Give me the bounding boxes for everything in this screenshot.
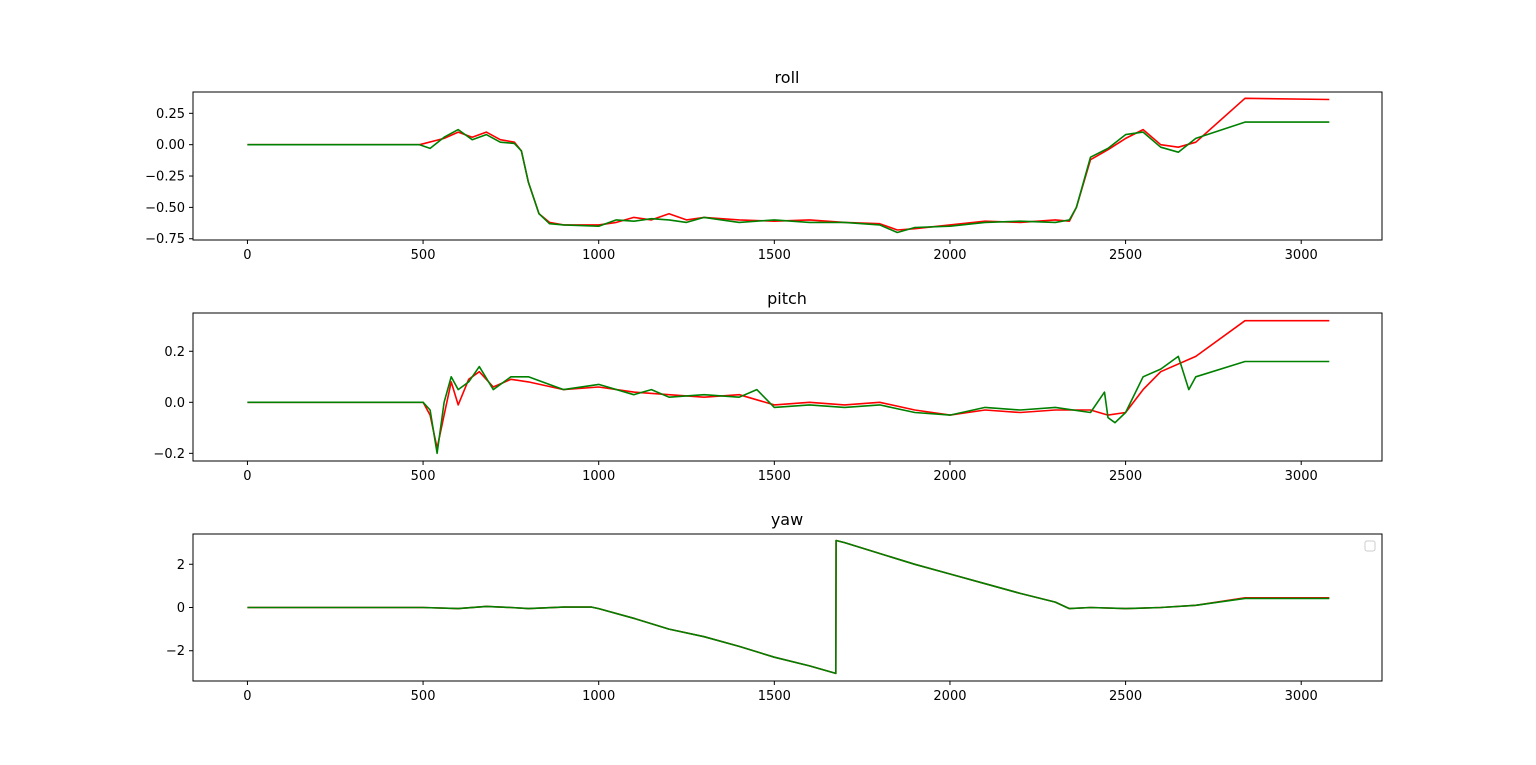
roll-x-tick-label: 2000 xyxy=(933,248,966,263)
roll-y-tick-label: −0.50 xyxy=(145,201,185,216)
pitch-x-tick-label: 2000 xyxy=(933,469,966,484)
yaw-series-line-1 xyxy=(247,539,1330,675)
roll-x-tick-label: 0 xyxy=(243,248,251,263)
roll-series-line-0 xyxy=(247,97,1330,231)
pitch-x-tick-label: 3000 xyxy=(1285,469,1318,484)
roll-x-tick-label: 3000 xyxy=(1285,248,1318,263)
pitch-x-tick-label: 2500 xyxy=(1109,469,1142,484)
roll-y-tick-label: −0.25 xyxy=(145,170,185,185)
yaw-x-tick-label: 3000 xyxy=(1285,689,1318,704)
roll-subplot-title: roll xyxy=(775,68,800,87)
pitch-y-tick-label: 0.0 xyxy=(164,396,185,411)
yaw-y-tick-label: 2 xyxy=(177,558,185,573)
roll-x-tick-label: 2500 xyxy=(1109,248,1142,263)
pitch-y-tick-label: −0.2 xyxy=(153,447,185,462)
roll-y-tick-label: −0.75 xyxy=(145,232,185,247)
pitch-x-tick-label: 500 xyxy=(411,469,436,484)
yaw-subplot: yaw 0 500 1000 1500 2000 2500 3000 2 0 −2 xyxy=(166,510,1383,704)
pitch-x-tick-label: 0 xyxy=(243,469,251,484)
pitch-y-tick-label: 0.2 xyxy=(164,345,185,360)
yaw-x-tick-label: 1000 xyxy=(582,689,615,704)
roll-series-line-1 xyxy=(247,121,1330,234)
yaw-x-tick-label: 2500 xyxy=(1109,689,1142,704)
pitch-x-tick-label: 1000 xyxy=(582,469,615,484)
yaw-x-tick-label: 500 xyxy=(411,689,436,704)
roll-y-tick-label: 0.25 xyxy=(156,107,185,122)
yaw-subplot-title: yaw xyxy=(771,510,803,529)
pitch-series-line-0 xyxy=(247,319,1330,450)
yaw-y-tick-label: −2 xyxy=(166,644,185,659)
yaw-x-tick-label: 2000 xyxy=(933,689,966,704)
roll-x-tick-label: 1000 xyxy=(582,248,615,263)
yaw-legend-box xyxy=(1364,540,1376,552)
pitch-series-line-1 xyxy=(247,355,1330,455)
yaw-x-tick-label: 1500 xyxy=(758,689,791,704)
roll-subplot: roll 0 500 1000 1500 2000 2500 3000 0.25 0.00 −0.… xyxy=(145,68,1383,263)
yaw-y-tick-label: 0 xyxy=(177,601,185,616)
roll-axes-frame xyxy=(192,91,1383,241)
yaw-x-tick-label: 0 xyxy=(243,689,251,704)
roll-x-tick-label: 1500 xyxy=(758,248,791,263)
pitch-x-tick-label: 1500 xyxy=(758,469,791,484)
roll-x-tick-label: 500 xyxy=(411,248,436,263)
pitch-axes-frame xyxy=(192,312,1383,462)
roll-y-tick-label: 0.00 xyxy=(156,138,185,153)
pitch-subplot-title: pitch xyxy=(767,289,807,308)
pitch-subplot: pitch 0 500 1000 1500 2000 2500 3000 0.2 0.0 −0.2 xyxy=(153,289,1383,484)
